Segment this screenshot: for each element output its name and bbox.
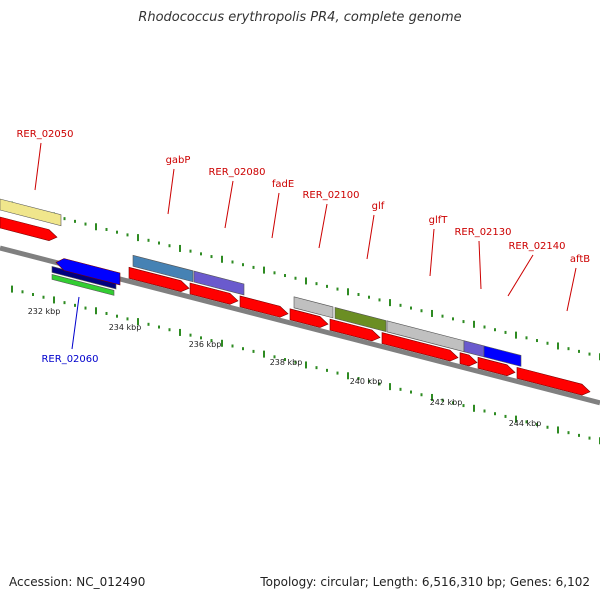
leader-line [167, 168, 175, 215]
gene-label: gabP [166, 155, 191, 166]
scale-label: 240 kbp [350, 377, 383, 386]
leader-line [224, 180, 234, 229]
scale-label: 236 kbp [189, 340, 222, 349]
gene-label: glfT [429, 215, 449, 226]
gene-label: glf [372, 201, 385, 212]
leader-line [271, 192, 280, 239]
page-title: Rhodococcus erythropolis PR4, complete g… [138, 10, 462, 25]
gene-arrow-forward [239, 295, 289, 318]
leader-line [366, 214, 375, 260]
lower-tick-track [11, 285, 600, 445]
gene-track [0, 216, 591, 396]
feature-box-blue [483, 345, 522, 367]
gene-arrow-forward [477, 356, 516, 377]
gene-label: RER_02060 [41, 354, 98, 365]
gene-arrow-forward [189, 282, 239, 305]
feature-box-slateblue [193, 270, 245, 296]
genome-summary: Topology: circular; Length: 6,516,310 bp… [260, 575, 590, 589]
leader-line [507, 254, 534, 297]
leader-line [34, 142, 42, 191]
gene-label: RER_02130 [454, 227, 511, 238]
gene-arrow-forward [516, 366, 591, 396]
accession-label: Accession: NC_012490 [9, 575, 146, 589]
gene-label: fadE [272, 179, 294, 190]
scale-label: 244 kbp [509, 419, 542, 428]
gene-arrow-forward [381, 332, 459, 362]
gene-label: RER_02050 [16, 129, 73, 140]
feature-box-olive [334, 307, 387, 332]
gene-arrow-forward [128, 266, 190, 293]
feature-box-green [51, 274, 115, 296]
gene-label: aftB [570, 254, 590, 265]
feature-box-steelblue [132, 254, 194, 283]
label-leaders [34, 142, 577, 350]
leader-line [318, 203, 328, 249]
gene-arrow-forward [459, 352, 478, 367]
feature-box-silver [293, 296, 334, 319]
gene-label: RER_02100 [302, 190, 359, 201]
gene-label: RER_02080 [208, 167, 265, 178]
gene-label: RER_02140 [508, 241, 565, 252]
scale-label: 234 kbp [109, 323, 142, 332]
leader-line [566, 267, 577, 312]
feature-box-yellow [0, 198, 62, 227]
gene-arrow-forward [289, 308, 329, 328]
scale-labels: 232 kbp 234 kbp 236 kbp 238 kbp 240 kbp 242 k… [28, 307, 542, 428]
gene-arrow-forward [329, 318, 381, 342]
feature-track [0, 198, 522, 367]
gene-arrow-forward [0, 216, 58, 241]
leader-line [71, 296, 80, 350]
scale-label: 238 kbp [270, 358, 303, 367]
scale-label: 242 kbp [430, 398, 463, 407]
scale-label: 232 kbp [28, 307, 61, 316]
leader-line [429, 228, 435, 277]
leader-line [478, 240, 482, 290]
gene-arrow-reverse [55, 258, 121, 286]
